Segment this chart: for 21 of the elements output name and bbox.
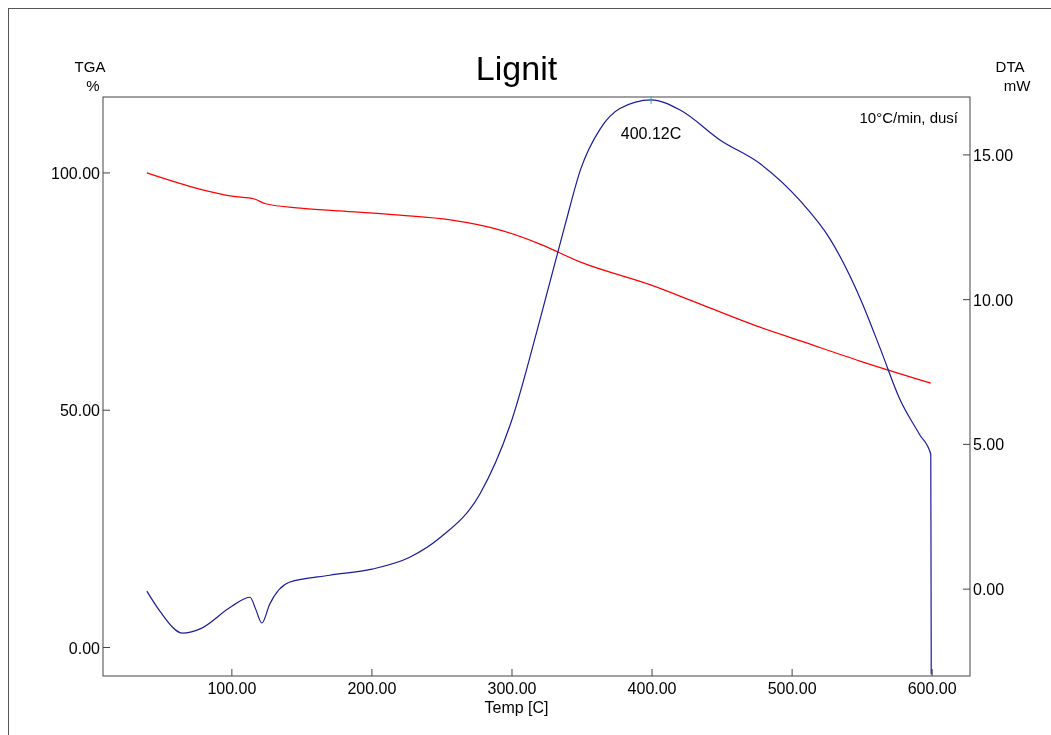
y-tick-label: 100.00: [51, 164, 101, 182]
x-axis-title: Temp [C]: [484, 699, 549, 716]
y-tick-label: 50.00: [59, 402, 101, 420]
x-tick-label: 400.00: [627, 680, 677, 697]
y2-tick-label: 15.00: [973, 146, 1014, 164]
y-axis-title: TGA %: [74, 58, 106, 94]
x-tick-label: 200.00: [347, 680, 397, 697]
annotation: 10°C/min, dusí: [859, 109, 959, 126]
annotation: 400.12C: [620, 124, 682, 142]
y-tick-label: 0.00: [68, 639, 101, 657]
x-tick-label: 300.00: [487, 680, 537, 697]
x-tick-label: 500.00: [767, 680, 817, 697]
y2-tick-label: 5.00: [973, 436, 1005, 454]
x-tick-label: 600.00: [907, 680, 957, 697]
line-series: [146, 99, 932, 676]
y2-axis-title: DTA mW: [995, 58, 1032, 94]
x-tick-label: 100.00: [207, 680, 257, 697]
line-series: [146, 172, 932, 384]
y2-tick-label: 10.00: [973, 291, 1014, 309]
y2-tick-label: 0.00: [973, 581, 1005, 599]
chart-title: Lignit: [475, 49, 558, 87]
